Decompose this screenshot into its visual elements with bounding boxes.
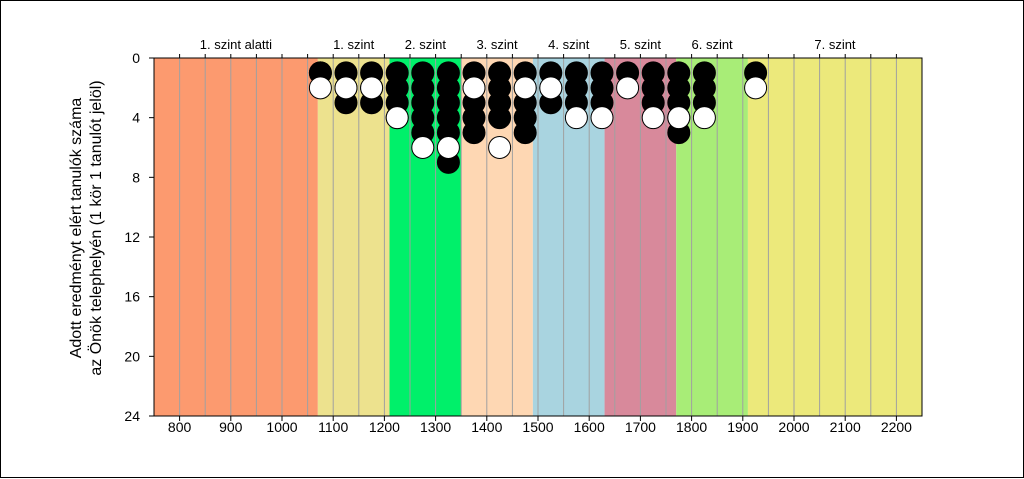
filled-marker bbox=[462, 121, 486, 145]
level-label: 2. szint bbox=[405, 37, 447, 52]
x-tick-label: 1200 bbox=[369, 419, 400, 435]
y-tick-labels: 0 4 8 12 16 20 24 bbox=[124, 50, 140, 424]
y-axis-label-line-2: az Önök telephelyén (1 kör 1 tanulót jel… bbox=[87, 80, 105, 375]
x-tick-label: 1000 bbox=[266, 419, 297, 435]
x-tick-label: 1800 bbox=[676, 419, 707, 435]
open-marker bbox=[308, 76, 332, 100]
level-band bbox=[154, 58, 318, 416]
x-tick-label: 1500 bbox=[522, 419, 553, 435]
x-tick-label: 900 bbox=[219, 419, 243, 435]
level-label: 6. szint bbox=[691, 37, 733, 52]
filled-marker bbox=[488, 106, 512, 130]
open-marker bbox=[564, 106, 588, 130]
level-band bbox=[317, 58, 390, 416]
level-band bbox=[747, 58, 922, 416]
level-label: 1. szint alatti bbox=[200, 37, 272, 52]
x-tick-label: 2200 bbox=[881, 419, 912, 435]
open-marker bbox=[385, 106, 409, 130]
open-marker bbox=[334, 76, 358, 100]
level-label: 7. szint bbox=[814, 37, 856, 52]
axes bbox=[149, 54, 923, 421]
x-tick-labels: 800 900 1000 1100 1200 1300 1400 1500 1600 1700 18… bbox=[168, 419, 912, 435]
x-grid bbox=[179, 58, 897, 416]
data-points bbox=[308, 61, 768, 174]
y-tick-label: 20 bbox=[124, 348, 140, 364]
x-tick-label: 2100 bbox=[830, 419, 861, 435]
y-tick-label: 8 bbox=[132, 169, 140, 185]
open-marker bbox=[667, 106, 691, 130]
x-tick-label: 1700 bbox=[625, 419, 656, 435]
level-label: 3. szint bbox=[476, 37, 518, 52]
x-tick-label: 2000 bbox=[778, 419, 809, 435]
open-marker bbox=[616, 76, 640, 100]
y-tick-label: 24 bbox=[124, 408, 140, 424]
open-marker bbox=[488, 136, 512, 159]
level-label: 4. szint bbox=[548, 37, 590, 52]
x-tick-label: 800 bbox=[168, 419, 192, 435]
open-marker bbox=[641, 106, 665, 130]
open-marker bbox=[692, 106, 716, 130]
x-tick-label: 1100 bbox=[318, 419, 348, 435]
y-tick-label: 12 bbox=[124, 229, 140, 245]
open-marker bbox=[539, 76, 563, 100]
y-axis-label: Adott eredményt elért tanulók száma az Ö… bbox=[68, 80, 105, 375]
open-marker bbox=[436, 136, 460, 159]
y-tick-label: 16 bbox=[124, 289, 140, 305]
open-marker bbox=[462, 76, 486, 100]
x-tick-label: 1600 bbox=[574, 419, 605, 435]
open-marker bbox=[744, 76, 768, 100]
y-axis-label-line-1: Adott eredményt elért tanulók száma bbox=[68, 98, 85, 359]
level-label: 1. szint bbox=[333, 37, 375, 52]
open-marker bbox=[411, 136, 435, 159]
open-marker bbox=[513, 76, 537, 100]
y-tick-label: 0 bbox=[132, 50, 140, 66]
open-marker bbox=[360, 76, 384, 100]
level-label: 5. szint bbox=[620, 37, 662, 52]
filled-marker bbox=[513, 121, 537, 145]
y-tick-label: 4 bbox=[132, 110, 140, 126]
level-labels: 1. szint alatti 1. szint 2. szint 3. szint 4… bbox=[200, 37, 856, 52]
open-marker bbox=[590, 106, 614, 130]
x-tick-label: 1300 bbox=[420, 419, 451, 435]
x-tick-label: 1400 bbox=[471, 419, 502, 435]
x-tick-label: 1900 bbox=[727, 419, 758, 435]
